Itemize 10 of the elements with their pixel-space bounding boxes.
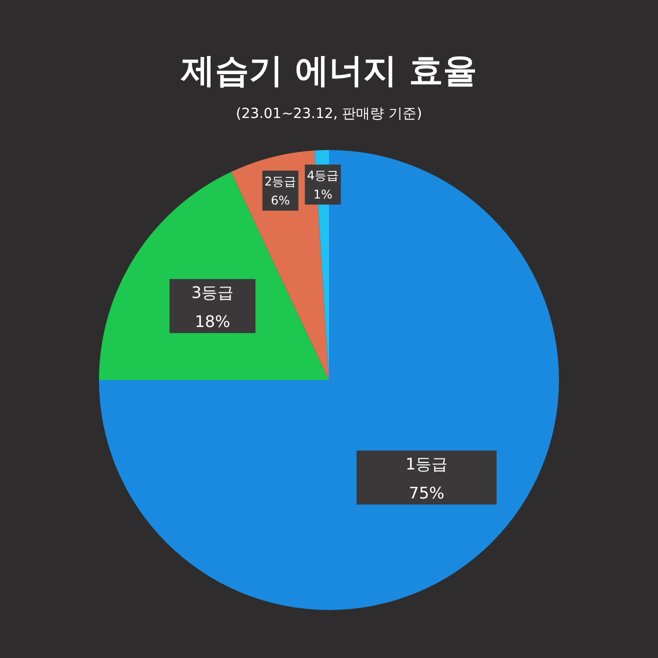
slice-label: 3등급 (191, 283, 234, 302)
chart-subtitle: (23.01~23.12, 판매량 기준) (236, 106, 422, 122)
data-label: 1% (313, 188, 332, 202)
chart-title: 제습기 에너지 효율 (180, 51, 477, 91)
slice-label: 2등급 (264, 174, 296, 189)
data-label: 6% (270, 194, 290, 208)
slice-label: 4등급 (307, 168, 339, 183)
data-label: 18% (194, 312, 230, 332)
slice-label: 1등급 (405, 454, 448, 474)
data-label: 75% (408, 484, 444, 503)
